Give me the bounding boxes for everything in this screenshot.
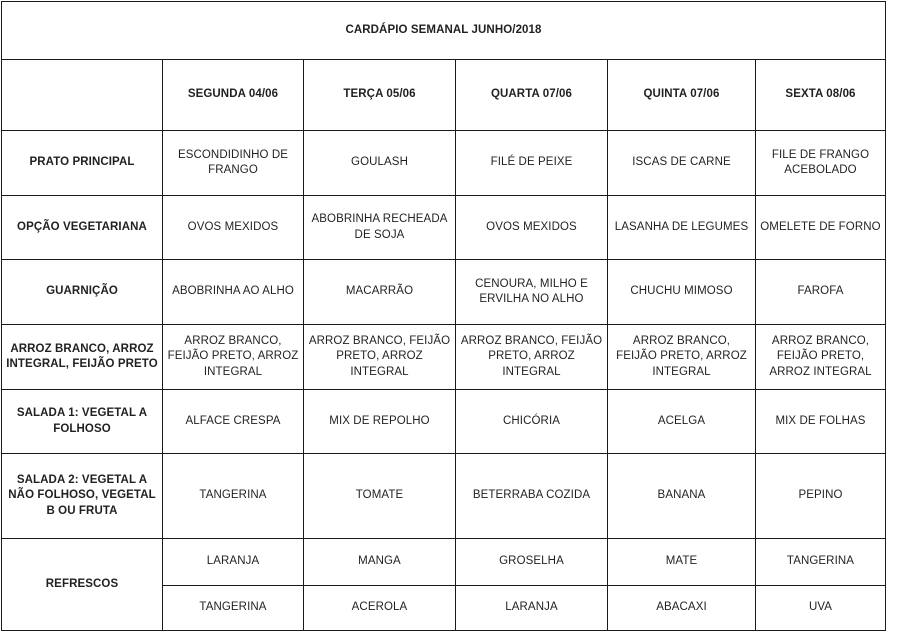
row-label-salada-2: SALADA 2: VEGETAL A NÃO FOLHOSO, VEGETAL… bbox=[1, 453, 163, 539]
cell-refrescos-2-segunda: TANGERINA bbox=[162, 585, 304, 631]
cell-arroz-feijao-terca: ARROZ BRANCO, FEIJÃO PRETO, ARROZ INTEGR… bbox=[303, 324, 456, 390]
cell-opcao-vegetariana-quarta: OVOS MEXIDOS bbox=[455, 195, 608, 260]
cell-salada-2-terca: TOMATE bbox=[303, 453, 456, 539]
cell-refrescos-1-quarta: GROSELHA bbox=[455, 538, 608, 586]
cell-refrescos-2-quarta: LARANJA bbox=[455, 585, 608, 631]
table-row: SALADA 2: VEGETAL A NÃO FOLHOSO, VEGETAL… bbox=[1, 453, 886, 539]
cell-arroz-feijao-quarta: ARROZ BRANCO, FEIJÃO PRETO, ARROZ INTEGR… bbox=[455, 324, 608, 390]
cell-refrescos-1-quinta: MATE bbox=[607, 538, 756, 586]
table-row: GUARNIÇÃO ABOBRINHA AO ALHO MACARRÃO CEN… bbox=[1, 259, 886, 325]
cell-arroz-feijao-segunda: ARROZ BRANCO, FEIJÃO PRETO, ARROZ INTEGR… bbox=[162, 324, 304, 390]
table-row: REFRESCOS LARANJA MANGA GROSELHA MATE TA… bbox=[1, 538, 886, 631]
cell-salada-1-terca: MIX DE REPOLHO bbox=[303, 389, 456, 454]
cell-prato-principal-quarta: FILÉ DE PEIXE bbox=[455, 130, 608, 196]
cell-arroz-feijao-sexta: ARROZ BRANCO, FEIJÃO PRETO, ARROZ INTEGR… bbox=[755, 324, 886, 390]
cell-opcao-vegetariana-quinta: LASANHA DE LEGUMES bbox=[607, 195, 756, 260]
cell-refrescos-1-segunda: LARANJA bbox=[162, 538, 304, 586]
cell-opcao-vegetariana-terca: ABOBRINHA RECHEADA DE SOJA bbox=[303, 195, 456, 260]
cell-guarnicao-quinta: CHUCHU MIMOSO bbox=[607, 259, 756, 325]
cell-prato-principal-quinta: ISCAS DE CARNE bbox=[607, 130, 756, 196]
cell-guarnicao-sexta: FAROFA bbox=[755, 259, 886, 325]
table-row: OPÇÃO VEGETARIANA OVOS MEXIDOS ABOBRINHA… bbox=[1, 195, 886, 260]
table-row: PRATO PRINCIPAL ESCONDIDINHO DE FRANGO G… bbox=[1, 130, 886, 196]
cell-refrescos-1-terca: MANGA bbox=[303, 538, 456, 586]
cell-prato-principal-terca: GOULASH bbox=[303, 130, 456, 196]
row-label-prato-principal: PRATO PRINCIPAL bbox=[1, 130, 163, 196]
cell-prato-principal-segunda: ESCONDIDINHO DE FRANGO bbox=[162, 130, 304, 196]
cell-refrescos-2-terca: ACEROLA bbox=[303, 585, 456, 631]
cell-salada-1-segunda: ALFACE CRESPA bbox=[162, 389, 304, 454]
day-header-quinta: QUINTA 07/06 bbox=[607, 59, 756, 131]
document-title: CARDÁPIO SEMANAL JUNHO/2018 bbox=[1, 1, 886, 60]
row-label-refrescos: REFRESCOS bbox=[1, 538, 163, 631]
row-label-salada-1: SALADA 1: VEGETAL A FOLHOSO bbox=[1, 389, 163, 454]
day-header-row: SEGUNDA 04/06 TERÇA 05/06 QUARTA 07/06 Q… bbox=[1, 59, 886, 131]
cell-salada-2-quinta: BANANA bbox=[607, 453, 756, 539]
day-header-segunda: SEGUNDA 04/06 bbox=[162, 59, 304, 131]
day-header-sexta: SEXTA 08/06 bbox=[755, 59, 886, 131]
cell-guarnicao-segunda: ABOBRINHA AO ALHO bbox=[162, 259, 304, 325]
cell-salada-2-quarta: BETERRABA COZIDA bbox=[455, 453, 608, 539]
table-row: ARROZ BRANCO, ARROZ INTEGRAL, FEIJÃO PRE… bbox=[1, 324, 886, 390]
row-label-arroz-feijao: ARROZ BRANCO, ARROZ INTEGRAL, FEIJÃO PRE… bbox=[1, 324, 163, 390]
cell-refrescos-2-quinta: ABACAXI bbox=[607, 585, 756, 631]
day-header-terca: TERÇA 05/06 bbox=[303, 59, 456, 131]
table-row: SALADA 1: VEGETAL A FOLHOSO ALFACE CRESP… bbox=[1, 389, 886, 454]
cell-salada-1-sexta: MIX DE FOLHAS bbox=[755, 389, 886, 454]
cell-guarnicao-quarta: CENOURA, MILHO E ERVILHA NO ALHO bbox=[455, 259, 608, 325]
row-label-guarnicao: GUARNIÇÃO bbox=[1, 259, 163, 325]
cell-opcao-vegetariana-sexta: OMELETE DE FORNO bbox=[755, 195, 886, 260]
day-header-quarta: QUARTA 07/06 bbox=[455, 59, 608, 131]
cell-salada-2-sexta: PEPINO bbox=[755, 453, 886, 539]
cell-refrescos-1-sexta: TANGERINA bbox=[755, 538, 886, 586]
cell-salada-1-quinta: ACELGA bbox=[607, 389, 756, 454]
title-row: CARDÁPIO SEMANAL JUNHO/2018 bbox=[1, 1, 886, 60]
cell-salada-2-segunda: TANGERINA bbox=[162, 453, 304, 539]
cell-salada-1-quarta: CHICÓRIA bbox=[455, 389, 608, 454]
cell-prato-principal-sexta: FILE DE FRANGO ACEBOLADO bbox=[755, 130, 886, 196]
row-label-opcao-vegetariana: OPÇÃO VEGETARIANA bbox=[1, 195, 163, 260]
corner-empty-cell bbox=[1, 59, 163, 131]
cell-guarnicao-terca: MACARRÃO bbox=[303, 259, 456, 325]
cell-arroz-feijao-quinta: ARROZ BRANCO, FEIJÃO PRETO, ARROZ INTEGR… bbox=[607, 324, 756, 390]
cell-refrescos-2-sexta: UVA bbox=[755, 585, 886, 631]
cell-opcao-vegetariana-segunda: OVOS MEXIDOS bbox=[162, 195, 304, 260]
